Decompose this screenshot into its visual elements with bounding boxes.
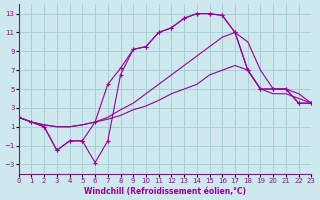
X-axis label: Windchill (Refroidissement éolien,°C): Windchill (Refroidissement éolien,°C)	[84, 187, 246, 196]
